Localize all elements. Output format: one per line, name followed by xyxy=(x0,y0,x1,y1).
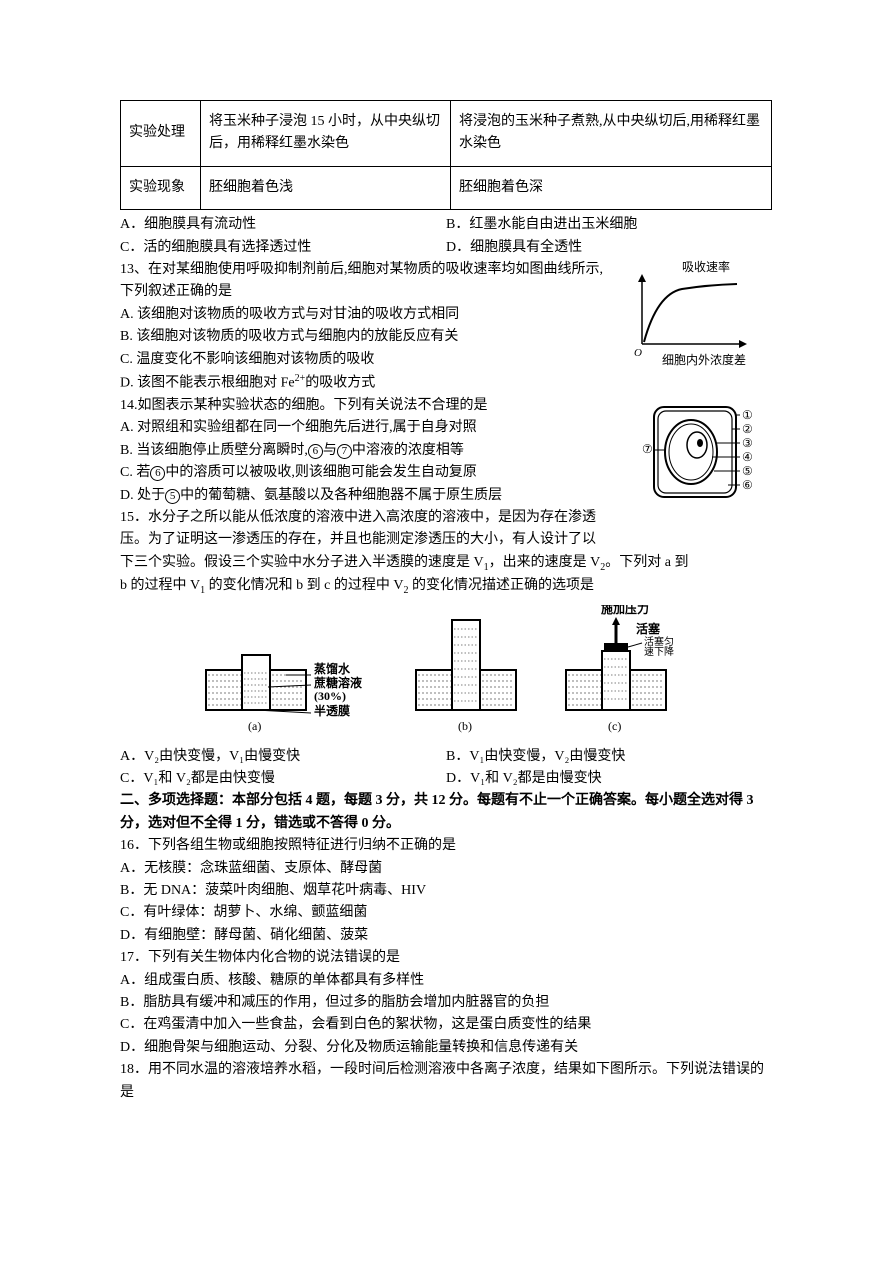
svg-text:(30%): (30%) xyxy=(314,689,346,703)
svg-text:②: ② xyxy=(742,422,753,436)
section2-header: 二、多项选择题：本部分包括 4 题，每题 3 分，共 12 分。每题有不止一个正… xyxy=(120,790,772,835)
q12-opt-c: C．活的细胞膜具有选择透过性 xyxy=(120,237,446,259)
svg-text:③: ③ xyxy=(742,436,753,450)
q16-opt-d: D．有细胞壁：酵母菌、硝化细菌、菠菜 xyxy=(120,925,772,947)
q15-options-row1: A．V₂由快变慢，V₁由慢变快 B．V₁由快变慢，V₂由慢变快 xyxy=(120,746,772,768)
svg-text:⑦: ⑦ xyxy=(642,442,653,456)
svg-text:速下降: 速下降 xyxy=(644,645,674,658)
q17-opt-c: C．在鸡蛋清中加入一些食盐，会看到白色的絮状物，这是蛋白质变性的结果 xyxy=(120,1014,772,1036)
q16-stem: 16．下列各组生物或细胞按照特征进行归纳不正确的是 xyxy=(120,835,772,857)
q15-opt-d: D．V₁和 V₂都是由慢变快 xyxy=(446,768,772,790)
svg-text:半透膜: 半透膜 xyxy=(314,703,350,718)
svg-text:蔗糖溶液: 蔗糖溶液 xyxy=(313,675,362,690)
graph-xlabel: 细胞内外浓度差 xyxy=(662,352,746,367)
q15-line3: 下三个实验。假设三个实验中水分子进入半透膜的速度是 V1，出来的速度是 V2。下… xyxy=(120,552,772,576)
table-cell: 实验现象 xyxy=(121,166,201,209)
q15-line2: 压。为了证明这一渗透压的存在，并且也能测定渗透压的大小，有人设计了以 xyxy=(120,529,772,551)
q15-line4: b 的过程中 V1 的变化情况和 b 到 c 的过程中 V2 的变化情况描述正确… xyxy=(120,575,772,599)
q12-options-row2: C．活的细胞膜具有选择透过性 D．细胞膜具有全透性 xyxy=(120,237,772,259)
svg-text:(b): (b) xyxy=(458,719,472,733)
q15-opt-a: A．V₂由快变慢，V₁由慢变快 xyxy=(120,746,446,768)
q17-stem: 17．下列有关生物体内化合物的说法错误的是 xyxy=(120,947,772,969)
svg-text:⑤: ⑤ xyxy=(742,464,753,478)
q16-opt-c: C．有叶绿体：胡萝卜、水绵、颤蓝细菌 xyxy=(120,902,772,924)
svg-text:蒸馏水: 蒸馏水 xyxy=(314,661,351,676)
table-cell: 将玉米种子浸泡 15 小时，从中央纵切后，用稀释红墨水染色 xyxy=(201,101,451,167)
q12-opt-b: B．红墨水能自由进出玉米细胞 xyxy=(446,214,772,236)
q17-opt-d: D．细胞骨架与细胞运动、分裂、分化及物质运输能量转换和信息传递有关 xyxy=(120,1037,772,1059)
table-cell: 胚细胞着色浅 xyxy=(201,166,451,209)
svg-text:⑥: ⑥ xyxy=(742,478,753,492)
svg-text:O: O xyxy=(634,347,642,359)
q16-opt-b: B．无 DNA：菠菜叶肉细胞、烟草花叶病毒、HIV xyxy=(120,880,772,902)
q15-diagrams: 蒸馏水 蔗糖溶液 (30%) 半透膜 (a) xyxy=(120,605,772,743)
svg-text:(a): (a) xyxy=(248,719,261,733)
experiment-table: 实验处理 将玉米种子浸泡 15 小时，从中央纵切后，用稀释红墨水染色 将浸泡的玉… xyxy=(120,100,772,210)
graph-ylabel: 吸收速率 xyxy=(682,259,730,274)
q15-opt-c: C．V₁和 V₂都是由快变慢 xyxy=(120,768,446,790)
q15-opt-b: B．V₁由快变慢，V₂由慢变快 xyxy=(446,746,772,768)
q12-options-row1: A．细胞膜具有流动性 B．红墨水能自由进出玉米细胞 xyxy=(120,214,772,236)
svg-text:(c): (c) xyxy=(608,719,621,733)
q12-opt-d: D．细胞膜具有全透性 xyxy=(446,237,772,259)
q15-options-row2: C．V₁和 V₂都是由快变慢 D．V₁和 V₂都是由慢变快 xyxy=(120,768,772,790)
q16-opt-a: A．无核膜：念珠蓝细菌、支原体、酵母菌 xyxy=(120,858,772,880)
table-cell: 将浸泡的玉米种子煮熟,从中央纵切后,用稀释红墨水染色 xyxy=(451,101,772,167)
q17-opt-a: A．组成蛋白质、核酸、糖原的单体都具有多样性 xyxy=(120,970,772,992)
svg-text:④: ④ xyxy=(742,450,753,464)
svg-text:活塞: 活塞 xyxy=(636,621,661,636)
svg-text:①: ① xyxy=(742,408,753,422)
q18-stem: 18．用不同水温的溶液培养水稻，一段时间后检测溶液中各离子浓度，结果如下图所示。… xyxy=(120,1059,772,1104)
table-cell: 实验处理 xyxy=(121,101,201,167)
q14-cell-diagram: ① ② ③ ④ ⑤ ⑥ ⑦ xyxy=(642,395,772,518)
svg-text:施加压力: 施加压力 xyxy=(601,605,649,616)
table-cell: 胚细胞着色深 xyxy=(451,166,772,209)
q13-graph: 吸收速率 O 细胞内外浓度差 xyxy=(622,259,772,377)
q17-opt-b: B．脂肪具有缓冲和减压的作用，但过多的脂肪会增加内脏器官的负担 xyxy=(120,992,772,1014)
q12-opt-a: A．细胞膜具有流动性 xyxy=(120,214,446,236)
